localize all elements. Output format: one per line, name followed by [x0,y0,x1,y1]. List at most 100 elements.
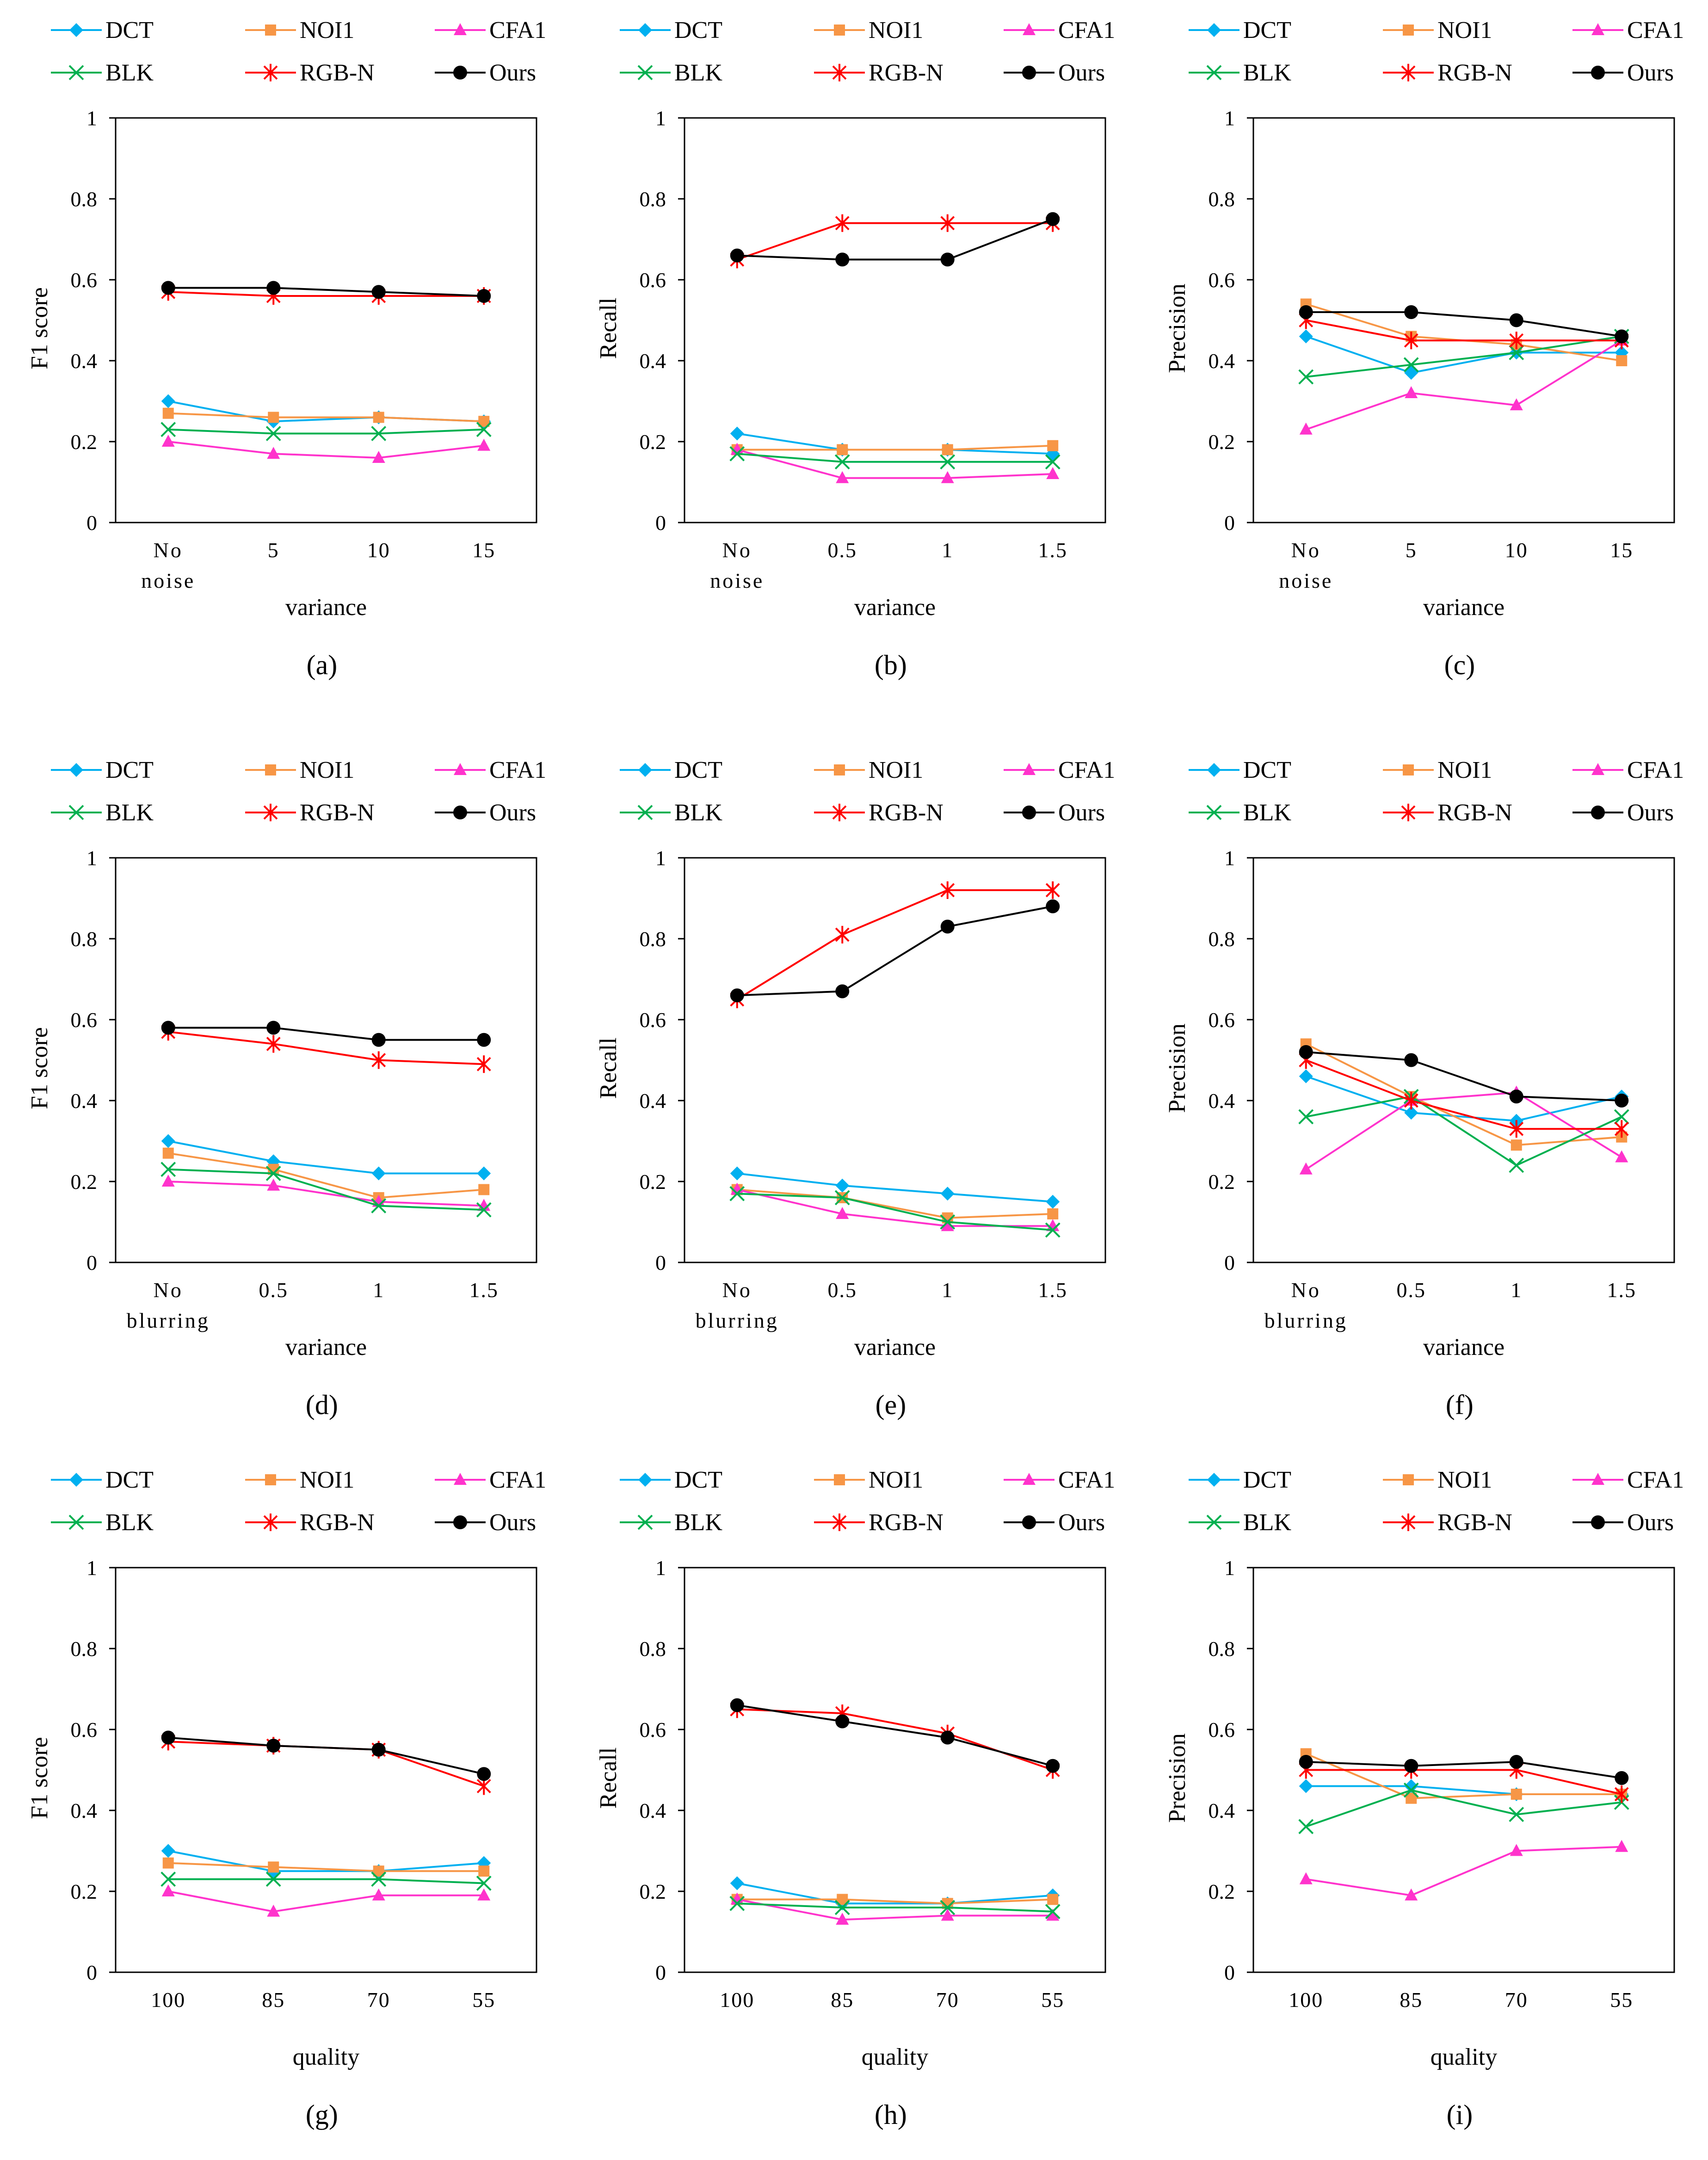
series-noi1 [162,407,490,427]
legend-marker [263,1514,278,1531]
data-point [161,394,175,408]
legend-marker [1591,66,1605,80]
x-axis-title: variance [1423,1334,1505,1360]
series-line [168,1027,484,1041]
legend-marker [834,1474,845,1485]
series-ours [730,1698,1060,1773]
data-point [730,1698,744,1712]
series-dct [730,1166,1060,1209]
legend-marker [834,25,845,36]
y-tick-label: 0.8 [1209,927,1235,951]
data-point [477,1166,491,1181]
plot-frame [115,1567,537,1973]
y-tick-label: 0 [655,1251,666,1274]
data-point [1299,1162,1313,1175]
legend-entry-rgb-n: RGB-N [814,1509,943,1536]
legend-entry-blk: BLK [51,800,154,826]
data-point [835,252,850,267]
y-tick-label: 1 [655,846,666,870]
data-point [162,1857,174,1869]
x-tick-word: No [154,538,183,562]
series-line [168,400,484,423]
legend-entry-noi1: NOI1 [814,17,923,43]
legend-label: DCT [105,757,154,783]
x-tick-label: 10 [1505,538,1528,562]
y-tick-label: 0.4 [640,1799,666,1822]
y-tick-label: 0 [86,1961,97,1984]
legend-entry-rgb-n: RGB-N [245,1509,375,1536]
legend-entry-ours: Ours [435,1509,536,1536]
series-line [168,1181,484,1207]
legend-marker [265,1474,276,1485]
legend-entry-blk: BLK [1189,1509,1291,1536]
data-point [1298,1109,1314,1125]
x-tick-label: 5 [1406,538,1417,562]
legend-label: Ours [1058,1509,1105,1536]
data-point [1404,1779,1418,1793]
series-line [737,1898,1053,1905]
series-blk [160,1162,492,1218]
legend-marker [1591,1473,1604,1485]
data-point [1404,1106,1418,1120]
data-point [1510,1844,1523,1856]
data-point [1299,305,1313,319]
y-axis-title: Recall [595,298,622,359]
series-blk [160,422,492,441]
x-tick-word: No [1291,1278,1321,1302]
chart-panel-d: DCT NOI1 CFA1 BLK RGB-N Ours 0 0.2 0.4 0.6 0.8 1 No b… [26,757,546,1420]
legend-label: CFA1 [1058,17,1115,43]
legend-marker [265,764,276,775]
y-tick-label: 0 [1224,1961,1235,1984]
series-noi1 [162,1857,490,1877]
legend-marker [454,1473,467,1485]
legend-label: BLK [1243,60,1291,86]
legend-label: Ours [489,60,536,86]
x-axis-title: variance [1423,594,1505,621]
legend-label: CFA1 [489,757,546,783]
legend-entry-dct: DCT [51,757,154,783]
x-axis-title: variance [854,594,936,621]
data-point [940,919,955,934]
data-point [1614,1785,1629,1803]
y-tick-label: 0.4 [1209,1089,1235,1113]
data-point [161,1021,175,1035]
legend-marker [453,66,467,80]
legend-entry-noi1: NOI1 [1383,1467,1492,1493]
legend-label: Ours [489,800,536,826]
y-tick-label: 1 [655,1556,666,1580]
legend-entry-noi1: NOI1 [245,1467,354,1493]
series-ours [730,899,1060,1003]
series-blk [1298,329,1629,385]
legend-marker [453,1515,467,1529]
data-point [940,1730,955,1745]
legend-marker [69,1473,83,1487]
series-line [737,1898,1053,1921]
x-tick-label: No noise [710,538,764,592]
y-tick-label: 1 [86,846,97,870]
y-axis-title: Recall [595,1038,622,1099]
series-dct [1299,1779,1629,1801]
legend-label: RGB-N [300,60,375,86]
legend-entry-noi1: NOI1 [814,757,923,783]
data-point [940,1187,955,1201]
data-point [1404,366,1418,380]
legend-label: NOI1 [300,1467,354,1493]
panel-label: (e) [876,1390,906,1420]
legend-label: Ours [489,1509,536,1536]
data-point [1298,1819,1314,1834]
data-point [1047,1208,1059,1219]
data-point [265,1166,281,1181]
data-point [941,471,954,483]
legend-marker [68,1514,84,1530]
series-ours [1299,305,1629,344]
data-point [1509,1120,1524,1138]
data-point [940,454,956,470]
plot-frame [684,857,1106,1263]
x-axis-title: quality [862,2044,928,2070]
data-point [835,214,850,232]
legend-label: RGB-N [1437,1509,1512,1536]
data-point [476,1876,492,1891]
legend-entry-cfa1: CFA1 [1572,757,1684,783]
data-point [477,1033,491,1047]
x-tick-word: blurring [1264,1309,1348,1332]
